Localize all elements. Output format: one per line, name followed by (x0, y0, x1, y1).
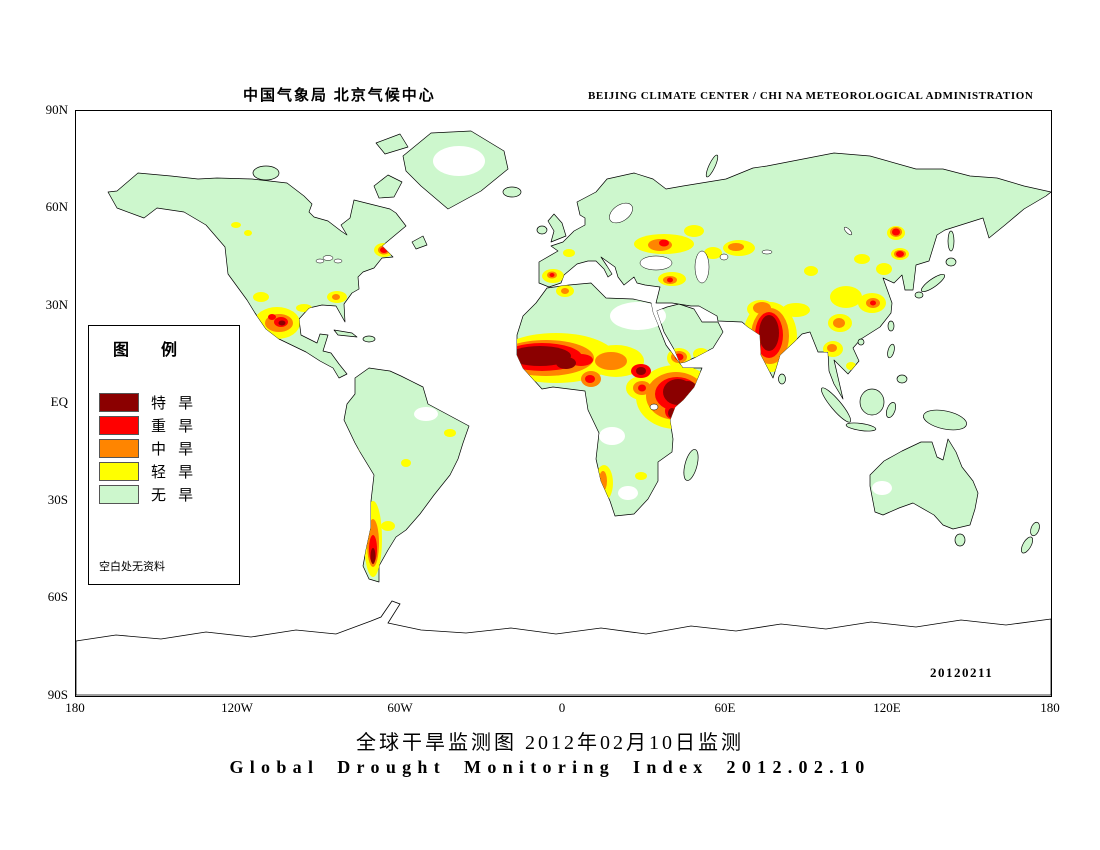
sumatra (820, 387, 852, 423)
legend: 图 例 特 旱 重 旱 中 旱 轻 旱 无 旱 空白处无资料 (88, 325, 240, 585)
lat-tick: 90N (45, 102, 68, 117)
kyushu (914, 291, 924, 299)
legend-item: 中 旱 (99, 439, 198, 458)
legend-item-label: 无 旱 (151, 487, 198, 504)
map-datestamp: 20120211 (930, 665, 994, 680)
footer-title-chinese: 全球干旱监测图 2012年02月10日监测 (356, 732, 744, 754)
legend-swatch-moderate (99, 439, 139, 458)
lon-tick: 180 (65, 700, 85, 715)
header-title-chinese: 中国气象局 北京气候中心 (243, 88, 436, 104)
legend-item: 轻 旱 (99, 462, 198, 481)
lon-tick: 120W (221, 700, 253, 715)
lat-tick: 30N (45, 297, 68, 312)
land-layer (107, 130, 1051, 583)
header-title-english: BEIJING CLIMATE CENTER / CHI NA METEOROL… (588, 90, 1034, 102)
nz-north (1030, 521, 1040, 537)
legend-swatch-severe (99, 416, 139, 435)
lake-balkhash (761, 249, 773, 255)
nz-south (1020, 536, 1034, 554)
britain (547, 213, 567, 243)
legend-swatch-light (99, 462, 139, 481)
hispaniola (362, 335, 376, 343)
lat-tick: 60N (45, 199, 68, 214)
lat-tick: 60S (47, 589, 68, 604)
lon-tick: 60W (387, 700, 413, 715)
legend-item: 重 旱 (99, 416, 198, 435)
lon-tick: 60E (714, 700, 736, 715)
madagascar (683, 449, 699, 481)
lake-superior (322, 255, 334, 261)
mindanao (896, 374, 908, 384)
ellesmere-island (375, 133, 409, 155)
baltic-sea (609, 202, 633, 224)
legend-item-label: 特 旱 (151, 395, 198, 412)
newfoundland (411, 235, 428, 250)
java (845, 422, 877, 432)
lon-tick: 120E (873, 700, 901, 715)
new-guinea (923, 409, 967, 431)
lon-tick: 180 (1040, 700, 1060, 715)
lat-tick: 90S (47, 687, 68, 702)
iceland (502, 186, 522, 198)
footer-title-english: Global Drought Monitoring Index 2012.02.… (229, 757, 871, 777)
borneo (859, 388, 885, 416)
legend-note: 空白处无资料 (99, 561, 165, 573)
legend-item-label: 中 旱 (151, 441, 198, 458)
victoria-island (252, 165, 280, 181)
tasmania (954, 533, 966, 547)
legend-items: 特 旱 重 旱 中 旱 轻 旱 无 旱 (99, 393, 198, 504)
novaya-zemlya (705, 154, 719, 178)
sri-lanka (778, 373, 786, 385)
legend-title: 图 例 (113, 342, 186, 359)
caspian-sea (694, 250, 710, 284)
legend-item-label: 轻 旱 (151, 464, 198, 481)
legend-swatch-none (99, 485, 139, 504)
cuba (333, 329, 358, 338)
legend-swatch-extreme (99, 393, 139, 412)
antarctica (76, 600, 1051, 696)
no-data-patches (414, 146, 892, 500)
honshu (920, 273, 946, 293)
luzon (887, 343, 895, 359)
lon-tick: 0 (558, 700, 566, 715)
legend-item: 特 旱 (99, 393, 198, 412)
ireland (536, 225, 548, 235)
lake-michigan (315, 258, 325, 264)
sakhalin (947, 230, 955, 252)
sulawesi (886, 402, 896, 418)
lat-tick: EQ (50, 394, 68, 409)
inland-waters (315, 202, 853, 411)
lake-victoria (649, 403, 659, 411)
lake-huron-erie (333, 258, 343, 264)
hainan (857, 338, 865, 346)
baffin-island (373, 174, 403, 199)
hokkaido (945, 257, 957, 267)
aral-sea (719, 253, 729, 261)
legend-item-label: 重 旱 (151, 418, 198, 435)
lake-baikal (843, 226, 853, 236)
lat-tick: 30S (47, 492, 68, 507)
black-sea (639, 255, 673, 271)
legend-item: 无 旱 (99, 485, 198, 504)
taiwan (887, 320, 895, 332)
